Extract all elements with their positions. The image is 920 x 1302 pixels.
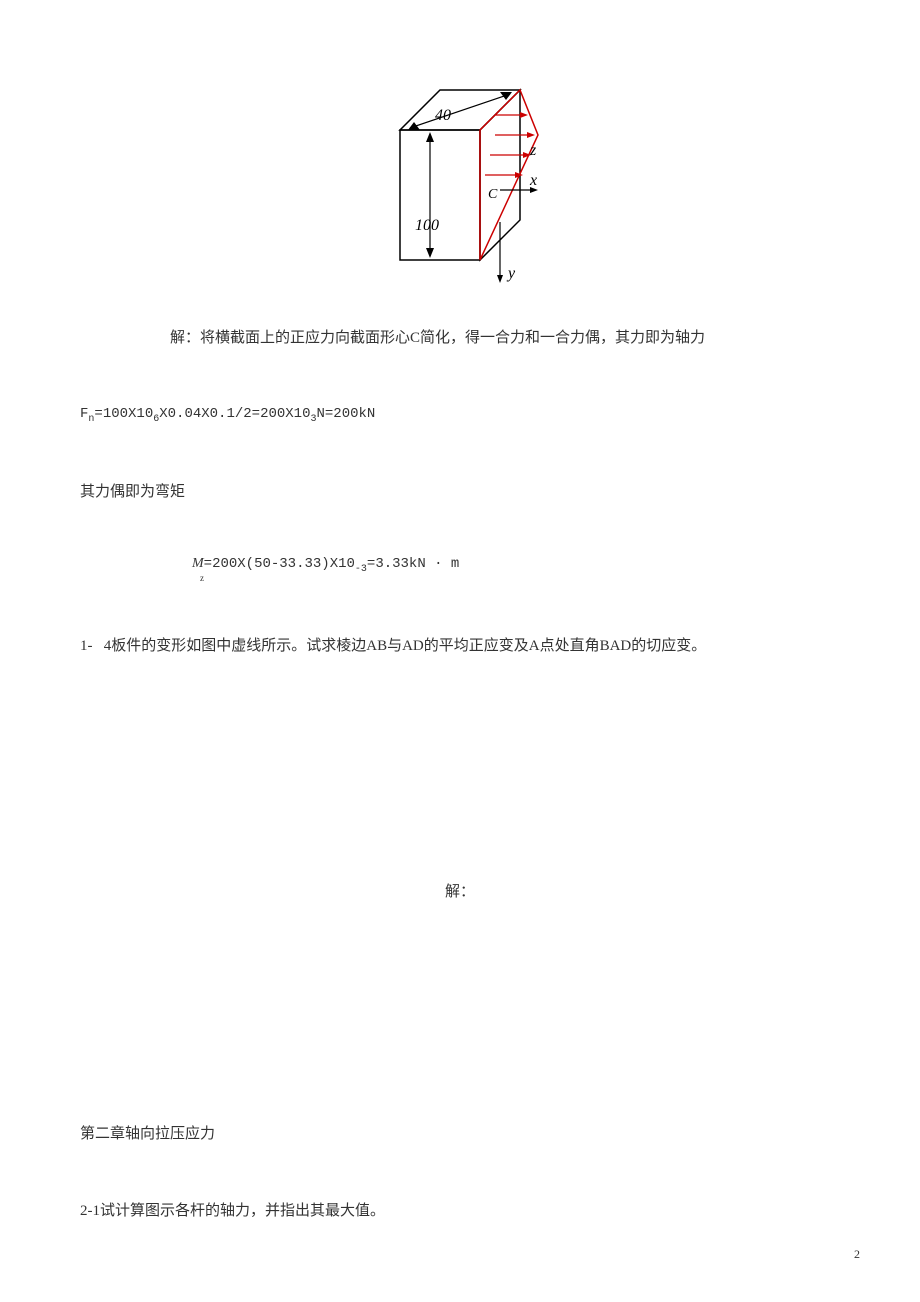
problem-1-4: 1- 4板件的变形如图中虚线所示。试求棱边AB与AD的平均正应变及A点处直角BA… [80,633,840,660]
solve-label: 解： [80,880,840,901]
problem-2-1: 2-1试计算图示各杆的轴力，并指出其最大值。 [80,1198,840,1225]
centroid-c: C [488,187,498,202]
box-stress-svg: 40 100 C z x [360,80,560,300]
axis-z: z [529,142,537,159]
chapter-2-title: 第二章轴向拉压应力 [80,1121,840,1148]
axis-y: y [506,265,516,282]
moment-intro: 其力偶即为弯矩 [80,479,840,506]
formula-mz: M=200X(50-33.33)X10-3=3.33kN · m z [192,556,840,583]
page-number: 2 [854,1247,860,1262]
axis-x: x [529,172,537,189]
dim-label-100: 100 [415,217,439,234]
formula-fn: Fn=100X106X0.04X0.1/2=200X103N=200kN [80,402,840,429]
figure-box-diagram: 40 100 C z x [80,80,840,305]
solution-intro: 解：将横截面上的正应力向截面形心C简化，得一合力和一合力偶，其力即为轴力 [80,325,840,352]
